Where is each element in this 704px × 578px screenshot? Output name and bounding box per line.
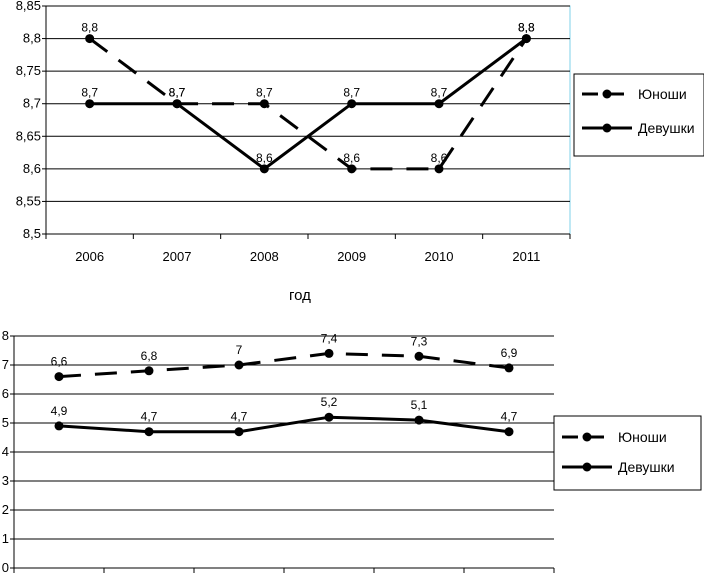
y-tick-label: 0: [2, 560, 9, 573]
data-label: 4,7: [231, 410, 248, 424]
data-point: [504, 427, 514, 437]
legend-box: [573, 73, 704, 157]
data-label: 8,6: [256, 151, 273, 165]
data-point: [85, 99, 95, 109]
data-point: [434, 164, 444, 174]
data-label: 8,7: [169, 86, 186, 100]
x-tick-label: 2006: [75, 249, 104, 264]
y-tick-label: 5: [2, 415, 9, 430]
data-point: [347, 99, 357, 109]
series-line-1: [88, 37, 528, 171]
data-label: 5,1: [411, 398, 428, 412]
x-tick-label: 2011: [512, 249, 540, 264]
data-label: 8,7: [431, 86, 448, 100]
series-line-1: [58, 351, 510, 379]
x-axis-title: год: [289, 287, 311, 304]
data-point: [234, 360, 244, 370]
data-label: 4,7: [141, 410, 158, 424]
legend-marker: [602, 89, 612, 99]
y-tick-label: 7: [2, 357, 9, 372]
data-label: 6,6: [51, 355, 68, 369]
data-label: 6,8: [141, 349, 158, 363]
y-tick-label: 3: [2, 473, 9, 488]
data-label: 8,8: [518, 21, 535, 35]
legend-marker: [582, 432, 592, 442]
data-point: [54, 421, 64, 431]
y-tick-label: 8,5: [23, 226, 41, 241]
data-point: [259, 99, 269, 109]
y-tick-label: 6: [2, 386, 9, 401]
legend-label: Девушки: [618, 459, 675, 475]
legend-marker: [582, 462, 592, 472]
y-tick-label: 8,7: [23, 96, 41, 111]
data-label: 8,6: [343, 151, 360, 165]
legend-label: Юноши: [638, 86, 687, 102]
legend-marker: [602, 123, 612, 133]
x-tick-label: 2010: [425, 249, 454, 264]
legend-label: Девушки: [638, 120, 695, 136]
legend-box: [553, 415, 702, 491]
data-label: 8,7: [81, 86, 98, 100]
y-tick-label: 4: [2, 444, 9, 459]
plot-area: [45, 5, 571, 235]
data-point: [172, 99, 182, 109]
y-tick-label: 8: [2, 328, 9, 343]
data-point: [144, 366, 154, 376]
data-point: [414, 415, 424, 425]
y-tick-label: 1: [2, 531, 9, 546]
data-point: [234, 427, 244, 437]
data-label: 8,7: [169, 86, 186, 100]
data-point: [144, 427, 154, 437]
data-label: 7,4: [321, 331, 338, 345]
data-label: 4,7: [501, 410, 518, 424]
y-tick-label: 8,8: [23, 31, 41, 46]
x-tick-label: 2008: [250, 249, 279, 264]
y-tick-label: 8,75: [16, 63, 41, 78]
y-tick-label: 8,65: [16, 128, 41, 143]
data-point: [259, 164, 269, 174]
data-point: [85, 34, 95, 44]
x-tick-label: 2009: [337, 249, 366, 264]
legend: Юноши Девушки: [553, 415, 702, 491]
data-point: [324, 348, 334, 358]
series-line-2: [58, 415, 510, 434]
data-label: 8,8: [518, 21, 535, 35]
chart-2: 0 1 2 3 4 5 6 7 8 6,6 6,8 7 7,4 7,3 6,9 4,9 4,7 4,7 5,2 5,1…: [2, 328, 702, 575]
data-point: [414, 351, 424, 361]
data-label: 8,6: [431, 151, 448, 165]
y-tick-label: 8,55: [16, 193, 41, 208]
data-label: 8,7: [343, 86, 360, 100]
data-point: [434, 99, 444, 109]
legend: Юноши Девушки: [573, 73, 704, 157]
data-label: 7: [236, 343, 243, 357]
data-label: 6,9: [501, 346, 518, 360]
data-label: 8,8: [81, 21, 98, 35]
legend-label: Юноши: [618, 429, 667, 445]
y-tick-label: 8,85: [16, 0, 41, 13]
data-point: [54, 372, 64, 382]
y-tick-label: 2: [2, 502, 9, 517]
data-label: 5,2: [321, 395, 338, 409]
data-label: 4,9: [51, 404, 68, 418]
data-point: [324, 412, 334, 422]
y-tick-label: 8,6: [23, 161, 41, 176]
chart-1: 8,5 8,55 8,6 8,65 8,7 8,75 8,8 8,85 2006 2007 2008…: [16, 0, 704, 304]
data-point: [504, 363, 514, 373]
data-point: [521, 34, 531, 44]
data-label: 8,7: [256, 86, 273, 100]
x-tick-label: 2007: [163, 249, 192, 264]
data-point: [347, 164, 357, 174]
series-line-2: [89, 37, 528, 171]
data-label: 7,3: [411, 334, 428, 348]
